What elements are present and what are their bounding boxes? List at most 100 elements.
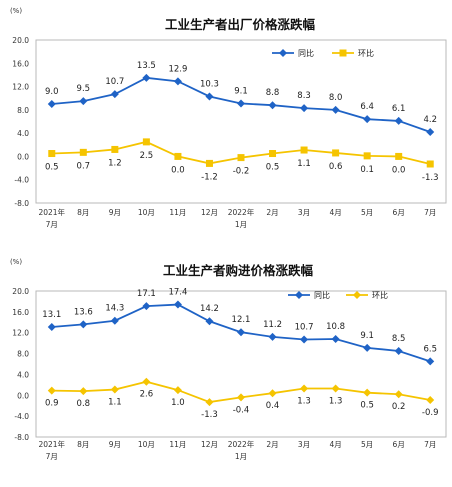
data-label: 14.3 (105, 304, 124, 314)
data-label: -0.2 (233, 167, 250, 177)
x-tick-label: 4月 (329, 440, 341, 449)
data-point (79, 320, 88, 329)
data-point (142, 377, 151, 386)
data-label: 0.9 (45, 399, 59, 409)
data-label: 1.0 (171, 398, 185, 408)
legend-marker (279, 49, 287, 57)
data-point (426, 357, 435, 366)
data-point (173, 300, 182, 309)
y-tick-label: -4.0 (14, 176, 29, 185)
y-tick-label: 0.0 (17, 391, 29, 400)
x-tick-label: 2021年 (38, 207, 65, 217)
data-point (331, 105, 340, 114)
x-tick-label: 5月 (361, 208, 373, 217)
y-tick-label: -8.0 (14, 199, 29, 208)
y-tick-label: 20.0 (12, 287, 29, 296)
data-label: -0.9 (422, 408, 439, 418)
y-tick-label: 4.0 (17, 370, 29, 379)
data-label: 9.1 (234, 86, 248, 96)
x-tick-label: 11月 (169, 208, 186, 217)
data-point (269, 150, 277, 158)
data-point (426, 395, 435, 404)
data-label: 1.3 (329, 397, 343, 407)
legend-label: 同比 (314, 290, 330, 300)
data-label: 10.8 (326, 322, 345, 332)
data-label: 13.1 (42, 310, 61, 320)
data-label: 0.4 (266, 401, 280, 411)
x-tick-label: 12月 (201, 440, 218, 449)
data-label: 10.7 (105, 77, 124, 87)
data-point (110, 90, 119, 99)
y-tick-label: -8.0 (14, 433, 29, 442)
data-point (110, 316, 119, 325)
data-point (142, 302, 151, 311)
data-point (205, 159, 213, 167)
x-tick-label: 8月 (77, 208, 89, 217)
y-tick-label: 16.0 (12, 308, 29, 317)
x-tick-label: 4月 (329, 208, 341, 217)
data-point (79, 97, 88, 106)
data-point (426, 160, 434, 168)
x-tick-label: 6月 (393, 440, 405, 449)
data-label: 8.3 (297, 91, 311, 101)
data-label: 0.8 (77, 399, 91, 409)
data-label: 1.2 (108, 158, 122, 168)
data-label: 17.4 (168, 288, 187, 298)
data-label: 8.0 (329, 93, 343, 103)
data-label: -1.2 (201, 172, 218, 182)
data-label: 6.5 (423, 344, 437, 354)
data-label: 8.8 (266, 88, 280, 98)
data-label: -0.4 (233, 405, 250, 415)
y-tick-label: 16.0 (12, 59, 29, 68)
legend-label: 环比 (372, 290, 388, 300)
data-point (331, 334, 340, 343)
legend-marker (295, 291, 303, 299)
x-tick-label: 7月 (46, 452, 58, 461)
data-label: 4.2 (423, 115, 437, 125)
data-point (331, 384, 340, 393)
data-label: 0.1 (360, 165, 374, 175)
data-label: 1.3 (297, 397, 311, 407)
data-label: 13.6 (74, 307, 93, 317)
data-label: 2.6 (140, 390, 154, 400)
data-point (268, 389, 277, 398)
x-tick-label: 9月 (109, 208, 121, 217)
data-point (363, 152, 371, 160)
data-point (205, 398, 214, 407)
x-tick-label: 10月 (138, 208, 155, 217)
legend-marker (353, 291, 361, 299)
y-tick-label: 0.0 (17, 152, 29, 161)
x-tick-label: 7月 (46, 220, 58, 229)
y-tick-label: 12.0 (12, 329, 29, 338)
data-point (300, 104, 309, 113)
data-point (173, 77, 182, 86)
data-label: 0.7 (77, 161, 91, 171)
x-tick-label: 8月 (77, 440, 89, 449)
legend-label: 环比 (358, 48, 374, 58)
data-label: 12.1 (232, 315, 251, 325)
x-tick-label: 6月 (393, 208, 405, 217)
x-tick-label: 3月 (298, 440, 310, 449)
chart-purchase-price: (%) 20.0 16.0 12.0 8.0 4.0 0.0 -4.0 -8.0 2021年 7月 8… (0, 255, 452, 483)
data-point (237, 328, 245, 337)
data-point (48, 150, 56, 158)
chart-output-price-svg: (%) 20.0 16.0 12.0 8.0 4.0 0.0 -4.0 -8.0 2021年 7月 8… (10, 7, 447, 229)
data-point (300, 146, 308, 154)
data-label: 10.7 (295, 322, 314, 332)
x-tick-label: 10月 (138, 440, 155, 449)
data-point (363, 388, 372, 397)
data-point (205, 92, 214, 101)
data-point (394, 116, 403, 125)
y-tick-label: -4.0 (14, 412, 29, 421)
data-label: 0.0 (392, 165, 406, 175)
data-point (174, 152, 182, 160)
data-label: 8.5 (392, 334, 406, 344)
data-point (142, 73, 151, 82)
x-tick-label: 2022年 (228, 439, 255, 449)
data-point (332, 149, 340, 157)
data-label: 0.0 (171, 165, 185, 175)
data-label: -1.3 (201, 410, 218, 420)
data-point (395, 152, 403, 160)
data-label: 1.1 (297, 159, 311, 169)
data-point (363, 343, 372, 352)
